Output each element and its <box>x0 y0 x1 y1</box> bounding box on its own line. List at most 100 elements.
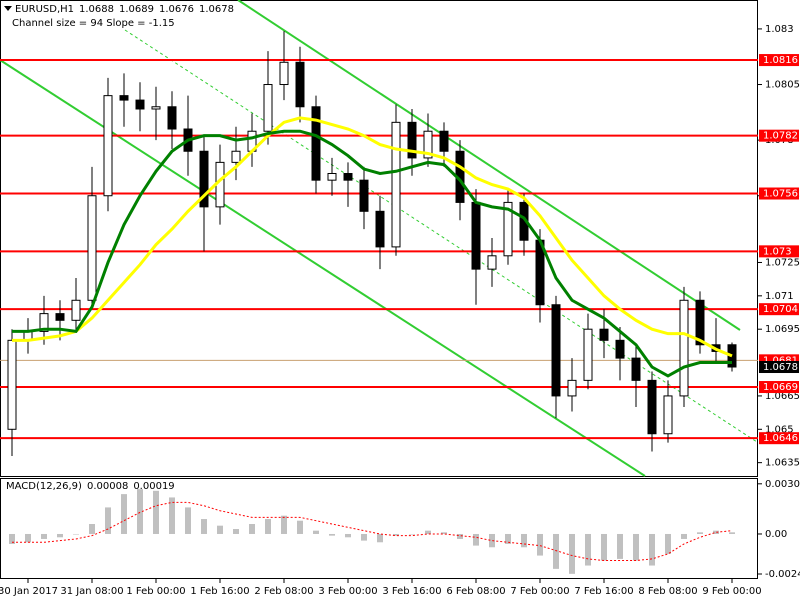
macd-bar <box>649 533 655 566</box>
y-tick-label: 1.0635 <box>765 458 800 469</box>
macd-bar <box>617 533 623 559</box>
macd-bar <box>313 530 319 534</box>
macd-bar <box>665 533 671 554</box>
level-label: 1.0704 <box>763 304 798 315</box>
x-tick-label: 6 Feb 08:00 <box>446 586 505 597</box>
candle-body <box>295 61 305 108</box>
candle-body <box>391 121 401 248</box>
candle-body <box>439 130 449 152</box>
y-tick-label: 1.0695 <box>765 324 800 335</box>
macd-bar <box>553 533 559 569</box>
candle-body <box>343 172 353 181</box>
candle-body <box>663 395 673 435</box>
x-tick-label: 2 Feb 08:00 <box>254 586 313 597</box>
candle-body <box>407 121 417 159</box>
macd-bar <box>201 519 207 534</box>
macd-bar <box>41 533 47 539</box>
y-tick-label: -0.00241 <box>765 569 800 580</box>
y-tick-label: 0.00302 <box>765 479 800 490</box>
candle-body <box>503 201 513 257</box>
level-label: 1.0669 <box>763 382 798 393</box>
ask-label: 1.0681 <box>763 355 798 366</box>
x-tick-label: 30 Jan 2017 <box>0 586 58 597</box>
y-tick-label: 1.0805 <box>765 80 800 91</box>
candle-body <box>631 357 641 381</box>
macd-bar <box>489 533 495 548</box>
macd-bar <box>25 533 31 543</box>
macd-bar <box>217 525 223 534</box>
macd-bar <box>297 520 303 534</box>
macd-bar <box>57 533 63 538</box>
level-box <box>759 54 799 67</box>
macd-bar <box>121 494 127 534</box>
macd-bar <box>425 530 431 534</box>
macd-bar <box>393 533 399 536</box>
candle-body <box>151 106 161 110</box>
candle-body <box>103 95 113 197</box>
x-tick-label: 1 Feb 00:00 <box>126 586 185 597</box>
candle-body <box>327 172 337 181</box>
macd-bar <box>9 533 15 544</box>
y-tick-label: 1.0665 <box>765 391 800 402</box>
macd-bar <box>697 532 703 534</box>
macd-bar <box>233 528 239 534</box>
macd-bar <box>281 515 287 534</box>
x-tick-label: 7 Feb 16:00 <box>574 586 633 597</box>
macd-bar <box>361 533 367 541</box>
candle-body <box>7 339 17 430</box>
symbol: EURUSD,H1 <box>15 4 74 15</box>
moving-average <box>12 129 732 378</box>
level-label: 1.0816 <box>763 55 798 66</box>
macd-bar <box>153 490 159 534</box>
macd-bar <box>473 533 479 546</box>
candle-body <box>199 150 209 208</box>
macd-bar <box>73 533 79 535</box>
macd-panel <box>0 478 758 579</box>
level-box <box>759 187 799 200</box>
macd-bar <box>137 489 143 534</box>
candle-body <box>679 299 689 397</box>
macd-bar <box>585 533 591 566</box>
x-tick-label: 3 Feb 00:00 <box>318 586 377 597</box>
header-value: 1.0676 <box>159 4 194 15</box>
macd-signal <box>12 501 733 562</box>
candle-body <box>695 299 705 346</box>
y-tick-label: 1.071 <box>765 291 794 302</box>
candle-body <box>167 106 177 130</box>
candle-body <box>599 328 609 341</box>
level-box <box>759 432 799 445</box>
macd-label: MACD(12,26,9) <box>6 481 82 492</box>
candle-body <box>71 299 81 321</box>
macd-bar <box>537 533 543 556</box>
x-tick-label: 1 Feb 16:00 <box>190 586 249 597</box>
candle-body <box>87 195 97 301</box>
level-label: 1.0782 <box>763 131 798 142</box>
y-tick-label: 1.083 <box>765 24 794 35</box>
last-label: 1.0678 <box>763 362 798 373</box>
macd-bar <box>345 533 351 538</box>
x-tick-label: 9 Feb 00:00 <box>702 586 761 597</box>
y-tick-label: 1.065 <box>765 424 794 435</box>
macd-bar <box>713 530 719 534</box>
indicator-text: Channel size = 94 Slope = -1.15 <box>12 18 175 29</box>
level-box <box>759 129 799 142</box>
candle-body <box>615 339 625 359</box>
level-box <box>759 245 799 258</box>
candle-body <box>263 84 273 132</box>
candle-body <box>487 255 497 270</box>
macd-value: 0.00019 <box>133 481 174 492</box>
y-tick-label: 1.0725 <box>765 257 800 268</box>
x-tick-label: 31 Jan 08:00 <box>60 586 123 597</box>
moving-average <box>12 116 733 358</box>
macd-bar <box>105 507 111 534</box>
level-box <box>759 303 799 316</box>
macd-bar <box>249 524 255 534</box>
macd-bar <box>409 533 415 535</box>
candle-body <box>39 313 49 332</box>
macd-bar <box>681 533 687 539</box>
macd-bar <box>329 533 335 536</box>
x-tick-label: 7 Feb 00:00 <box>510 586 569 597</box>
channel-upper <box>237 0 741 331</box>
macd-bar <box>521 533 527 548</box>
level-label: 1.0646 <box>763 433 798 444</box>
